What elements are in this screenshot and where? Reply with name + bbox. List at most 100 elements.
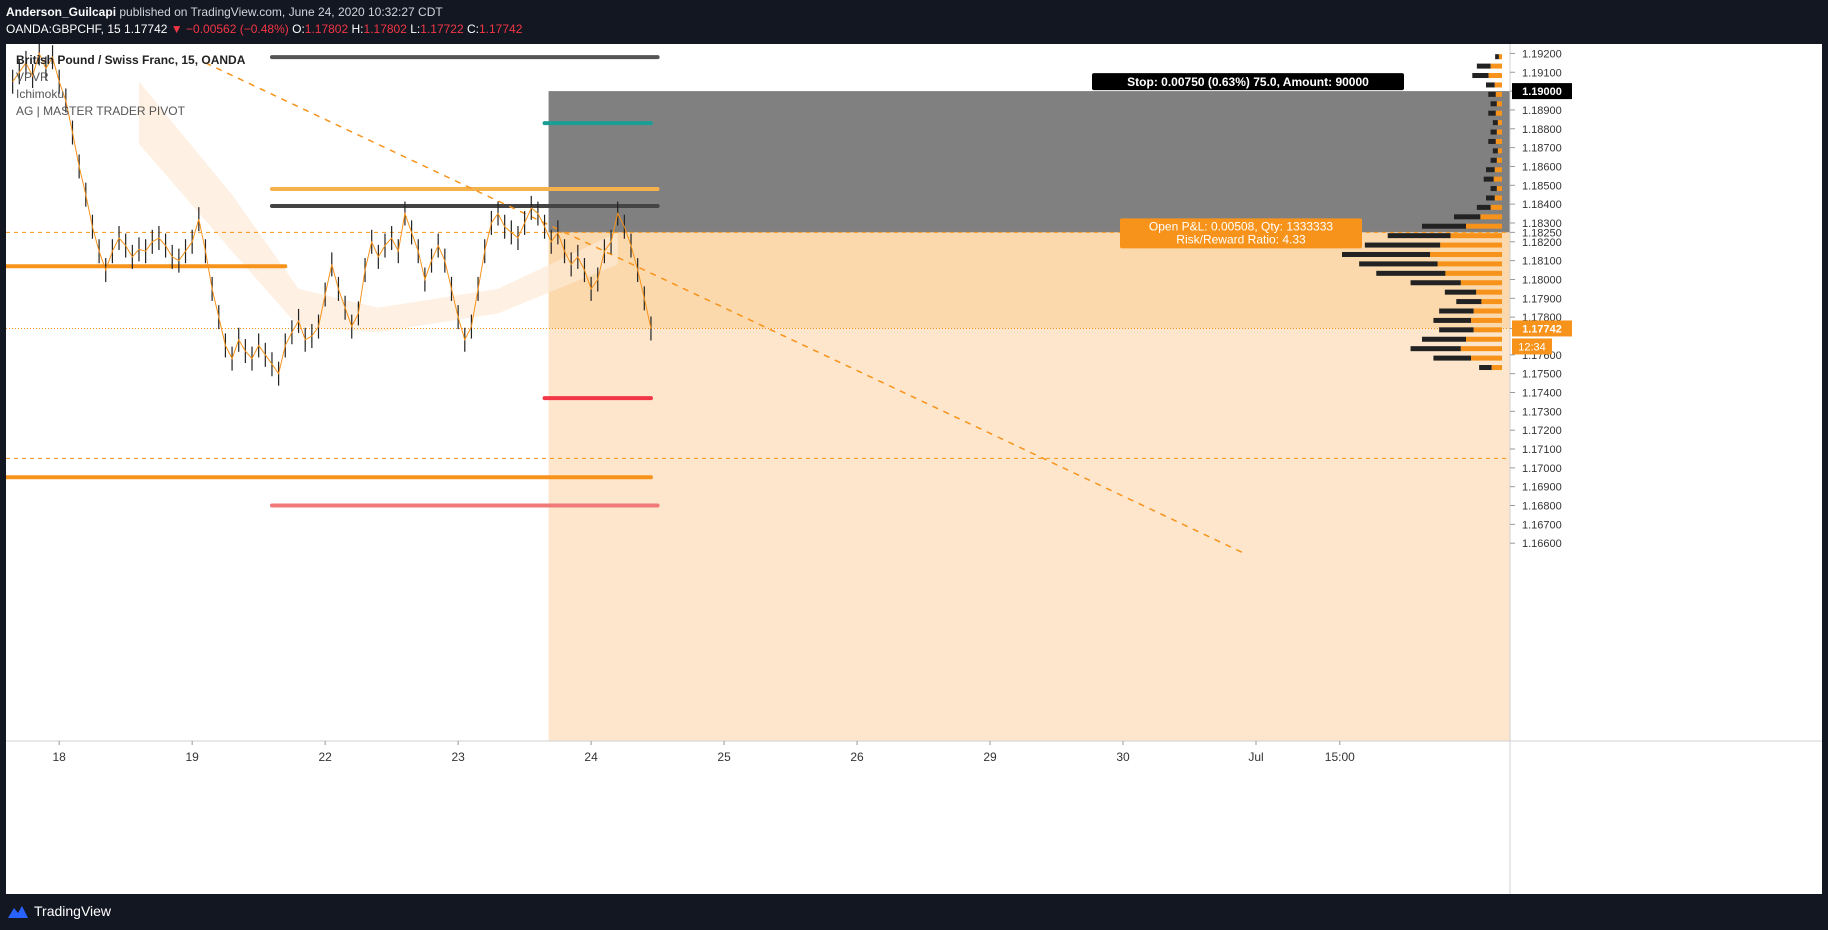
price-tick-label: 1.16600 (1522, 538, 1562, 550)
volume-profile-bar (1488, 73, 1502, 79)
symbol-label: OANDA:GBPCHF, 15 (6, 22, 121, 36)
tradingview-logo-icon[interactable] (6, 904, 30, 920)
volume-profile-bar (1495, 54, 1499, 60)
volume-profile-bar (1422, 336, 1466, 342)
volume-profile-bar (1494, 82, 1502, 88)
legend-item-ichimoku[interactable]: Ichimoku (16, 87, 65, 101)
time-tick-label: Jul (1248, 750, 1263, 764)
volume-profile-bar (1450, 233, 1502, 239)
volume-profile-bar (1387, 233, 1451, 239)
volume-profile-bar (1444, 289, 1477, 295)
close-label: C: (467, 22, 479, 36)
volume-profile-bar (1454, 214, 1481, 220)
price-tick-label: 1.18400 (1522, 199, 1562, 211)
published-text: published on TradingView.com, June 24, 2… (119, 5, 443, 19)
risk-reward-text: Risk/Reward Ratio: 4.33 (1176, 232, 1306, 246)
price-tick-label: 1.19200 (1522, 48, 1562, 60)
tradingview-brand[interactable]: TradingView (34, 903, 112, 919)
price-tick-label: 1.17100 (1522, 444, 1562, 456)
price-tick-label: 1.18300 (1522, 218, 1562, 230)
stop-loss-zone (548, 91, 1510, 233)
countdown-bg (1512, 338, 1552, 355)
volume-profile-bar (1496, 101, 1502, 107)
time-tick-label: 25 (717, 750, 731, 764)
volume-profile-bar (1497, 120, 1502, 126)
open-label: O: (292, 22, 305, 36)
countdown-tag: 12:34 (1512, 338, 1552, 355)
volume-profile-bar (1496, 157, 1502, 163)
price-tick-label: 1.18500 (1522, 180, 1562, 192)
legend-item-vpvr[interactable]: VPVR (16, 70, 49, 84)
volume-profile-bar (1490, 157, 1497, 163)
ichimoku-cloud (138, 81, 618, 333)
time-tick-label: 23 (451, 750, 465, 764)
volume-profile-bar (1490, 129, 1497, 135)
low-value: 1.17722 (420, 22, 464, 36)
stop-label-bg (1092, 73, 1404, 91)
volume-profile-bar (1479, 365, 1492, 371)
volume-profile-bar (1433, 355, 1472, 361)
volume-profile-bar (1437, 261, 1502, 267)
price-tick-label: 1.18000 (1522, 274, 1562, 286)
footer-bar: TradingView (0, 894, 1828, 930)
volume-profile-bar (1359, 261, 1438, 267)
price-tick-label: 1.18700 (1522, 143, 1562, 155)
publication-header: Anderson_Guilcapi published on TradingVi… (0, 0, 1828, 44)
volume-profile-bar (1471, 355, 1502, 361)
volume-profile-bar (1490, 204, 1502, 210)
volume-profile-bar (1472, 73, 1489, 79)
low-label: L: (410, 22, 421, 36)
volume-profile-bar (1376, 270, 1446, 276)
price-tick-label: 1.18100 (1522, 256, 1562, 268)
volume-profile-bar (1497, 148, 1502, 154)
time-tick-label: 24 (584, 750, 598, 764)
volume-profile-bar (1410, 280, 1461, 286)
price-tick-label: 1.16800 (1522, 501, 1562, 513)
volume-profile-bar (1410, 346, 1461, 352)
volume-profile-bar (1492, 148, 1498, 154)
chart-area[interactable]: Stop: 0.00750 (0.63%) 75.0, Amount: 9000… (4, 41, 1822, 894)
legend-item-pivot[interactable]: AG | MASTER TRADER PIVOT (16, 104, 185, 118)
volume-profile-bar (1439, 327, 1474, 333)
volume-profile-bar (1495, 110, 1502, 116)
volume-profile-bar (1460, 346, 1502, 352)
legend-title: British Pound / Swiss Franc, 15, OANDA (16, 53, 246, 67)
volume-profile-bar (1364, 242, 1441, 248)
price-tick-label: 1.18600 (1522, 161, 1562, 173)
volume-profile-bar (1466, 336, 1502, 342)
price-tick-label: 1.17900 (1522, 293, 1562, 305)
down-arrow-icon: ▼ (170, 22, 183, 36)
volume-profile-bar (1473, 308, 1502, 314)
last-price-tag-bg (1512, 320, 1572, 337)
price-tick-label: 1.17500 (1522, 369, 1562, 381)
volume-profile-bar (1494, 167, 1502, 173)
time-tick-label: 30 (1116, 750, 1130, 764)
close-value: 1.17742 (479, 22, 523, 36)
stop-price-tag-bg (1512, 83, 1572, 100)
countdown-text: 12:34 (1518, 341, 1546, 353)
volume-profile-bar (1490, 101, 1497, 107)
volume-profile-bar (1440, 242, 1502, 248)
stop-label: Stop: 0.00750 (0.63%) 75.0, Amount: 9000… (1092, 73, 1404, 91)
volume-profile-bar (1439, 308, 1474, 314)
volume-profile-bar (1342, 251, 1430, 257)
price-tick-label: 1.17000 (1522, 463, 1562, 475)
volume-profile-bar (1430, 251, 1502, 257)
time-tick-label: 15:00 (1325, 750, 1355, 764)
volume-profile-bar (1486, 195, 1495, 201)
price-chart[interactable]: Stop: 0.00750 (0.63%) 75.0, Amount: 9000… (4, 41, 1822, 894)
volume-profile-bar (1494, 195, 1502, 201)
volume-profile-bar (1496, 129, 1502, 135)
volume-profile-bar (1491, 365, 1502, 371)
target-zone (548, 328, 1510, 741)
price-tick-label: 1.18200 (1522, 237, 1562, 249)
price-tick-label: 1.16900 (1522, 482, 1562, 494)
price-tick-label: 1.17200 (1522, 425, 1562, 437)
pnl-label-text: Open P&L: 0.00508, Qty: 1333333 (1149, 219, 1333, 233)
volume-profile-bar (1486, 167, 1495, 173)
open-value: 1.17802 (304, 22, 349, 36)
author-name[interactable]: Anderson_Guilcapi (6, 5, 117, 19)
volume-profile-bar (1466, 223, 1502, 229)
last-price-tag-text: 1.17742 (1522, 323, 1562, 335)
volume-profile-bar (1471, 317, 1502, 323)
